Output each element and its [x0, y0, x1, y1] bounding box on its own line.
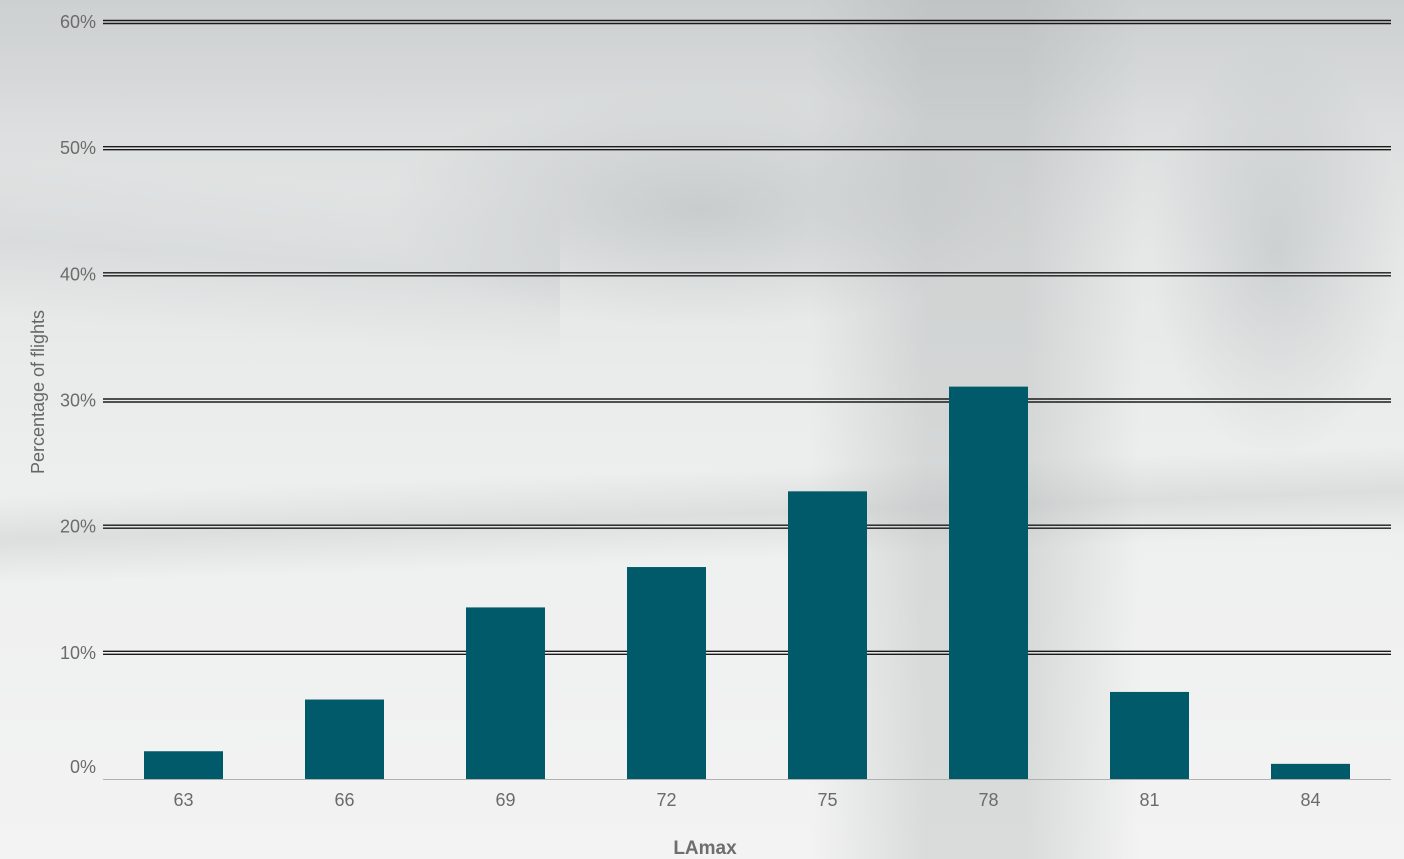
bar-81 [1110, 691, 1189, 779]
grid-line [103, 524, 1391, 529]
x-tick-label: 66 [334, 790, 354, 810]
bar-66 [305, 699, 384, 779]
y-tick-label: 60% [60, 12, 96, 32]
y-axis-title: Percentage of flights [28, 310, 48, 474]
grid-line [103, 145, 1391, 151]
y-tick-label: 10% [60, 643, 96, 663]
x-axis-ticks: 63 66 69 72 75 78 81 84 [173, 790, 1320, 810]
bars [144, 386, 1350, 779]
x-tick-label: 69 [495, 790, 515, 810]
y-tick-label: 0% [70, 757, 96, 777]
bar-84 [1271, 763, 1350, 779]
bar-78 [949, 386, 1028, 779]
x-tick-label: 81 [1139, 790, 1159, 810]
grid-line [103, 398, 1391, 403]
x-tick-label: 63 [173, 790, 193, 810]
bar-72 [627, 567, 706, 779]
bar-63 [144, 751, 223, 779]
x-tick-label: 84 [1300, 790, 1320, 810]
y-tick-label: 30% [60, 391, 96, 411]
x-tick-label: 75 [817, 790, 837, 810]
y-tick-label: 50% [60, 138, 96, 158]
y-axis-ticks: 0% 10% 20% 30% 40% 50% 60% [60, 12, 96, 777]
grid-line [103, 19, 1391, 25]
bar-69 [466, 607, 545, 779]
x-tick-label: 72 [656, 790, 676, 810]
grid-lines [103, 19, 1391, 656]
grid-line [103, 272, 1391, 277]
y-tick-label: 40% [60, 264, 96, 284]
bar-75 [788, 491, 867, 779]
x-tick-label: 78 [978, 790, 998, 810]
y-tick-label: 20% [60, 517, 96, 537]
grid-line [103, 650, 1391, 656]
x-axis-title: LAmax [673, 838, 737, 859]
